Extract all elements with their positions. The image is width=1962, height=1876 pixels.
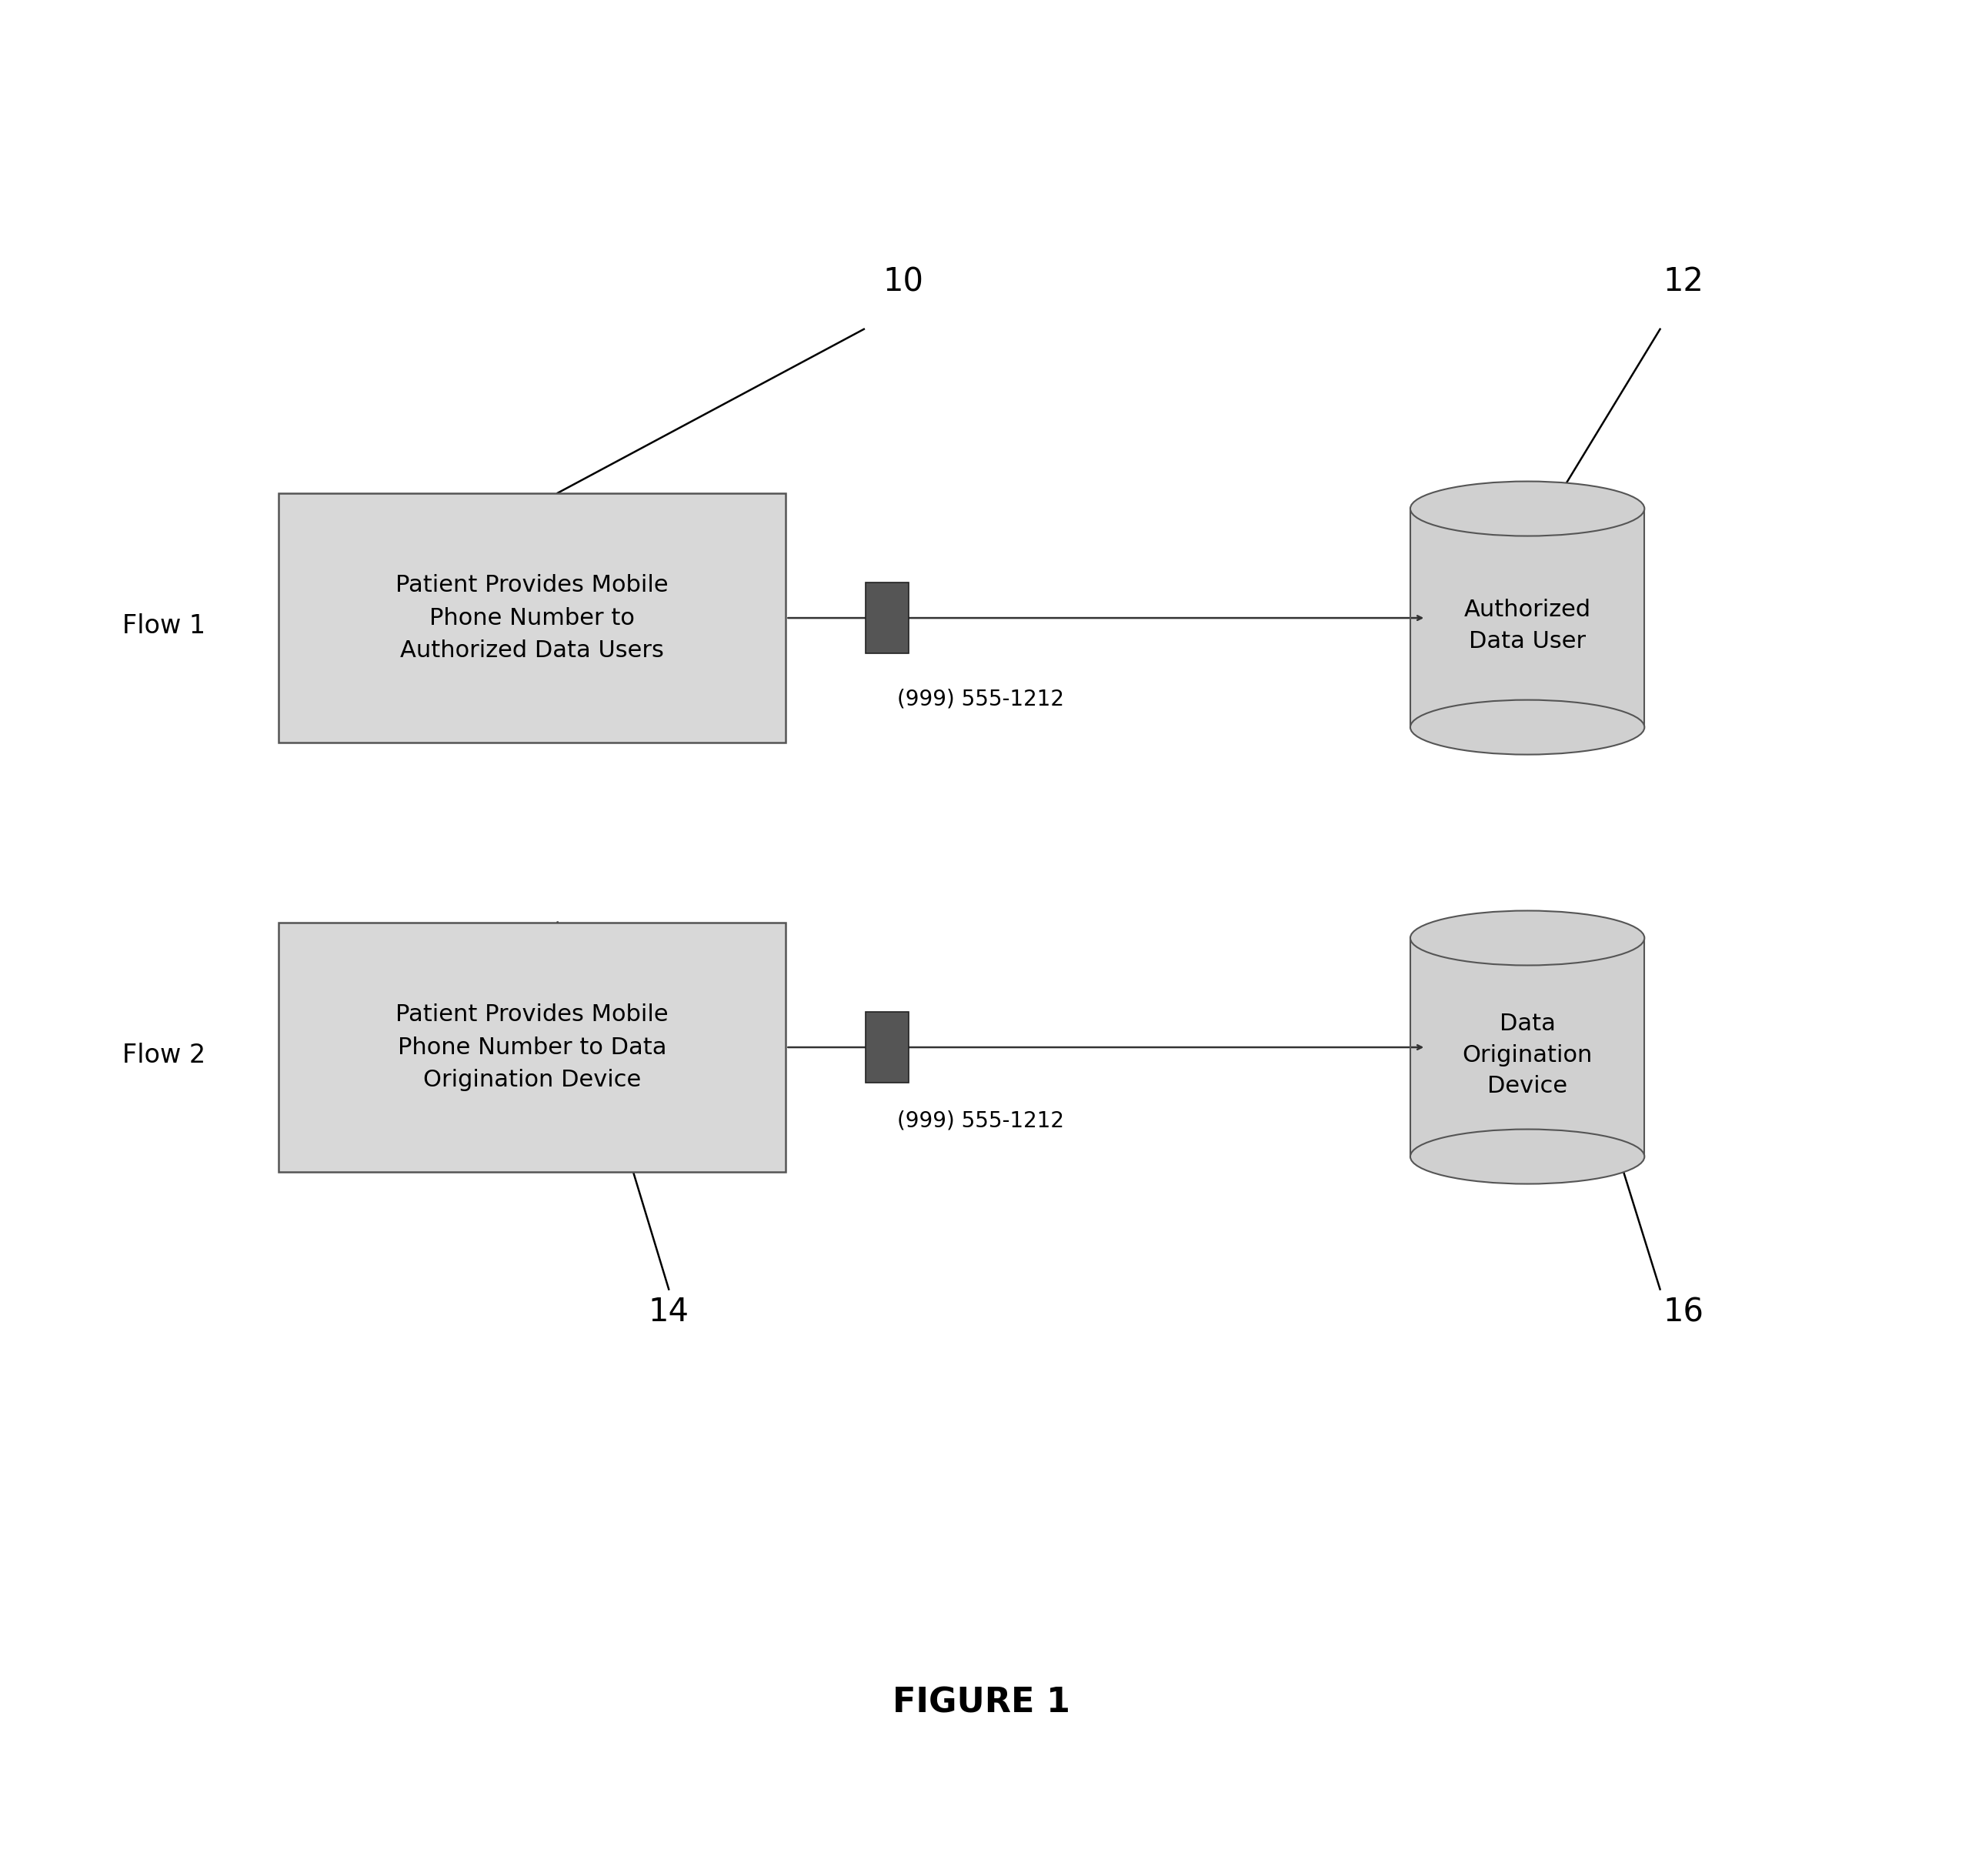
Ellipse shape <box>1411 910 1644 966</box>
Text: 16: 16 <box>1664 1296 1703 1328</box>
Ellipse shape <box>1411 1129 1644 1184</box>
Bar <box>865 583 908 653</box>
Text: Flow 2: Flow 2 <box>122 1043 206 1067</box>
Text: 12: 12 <box>1664 266 1703 298</box>
Text: 10: 10 <box>883 266 924 298</box>
Text: 14: 14 <box>647 1296 689 1328</box>
Text: Patient Provides Mobile
Phone Number to
Authorized Data Users: Patient Provides Mobile Phone Number to … <box>396 574 669 662</box>
Text: Flow 1: Flow 1 <box>122 613 206 638</box>
Bar <box>279 493 787 743</box>
Text: (999) 555-1212: (999) 555-1212 <box>897 1111 1065 1131</box>
Bar <box>1411 508 1644 728</box>
Text: Authorized
Data User: Authorized Data User <box>1464 598 1591 653</box>
Bar <box>279 923 787 1172</box>
Bar <box>1411 938 1644 1157</box>
Text: FIGURE 1: FIGURE 1 <box>893 1687 1069 1720</box>
Text: (999) 555-1212: (999) 555-1212 <box>897 688 1065 709</box>
Text: Data
Origination
Device: Data Origination Device <box>1462 1013 1593 1097</box>
Bar <box>865 1013 908 1082</box>
Ellipse shape <box>1411 700 1644 754</box>
Ellipse shape <box>1411 482 1644 537</box>
Text: Patient Provides Mobile
Phone Number to Data
Origination Device: Patient Provides Mobile Phone Number to … <box>396 1004 669 1092</box>
